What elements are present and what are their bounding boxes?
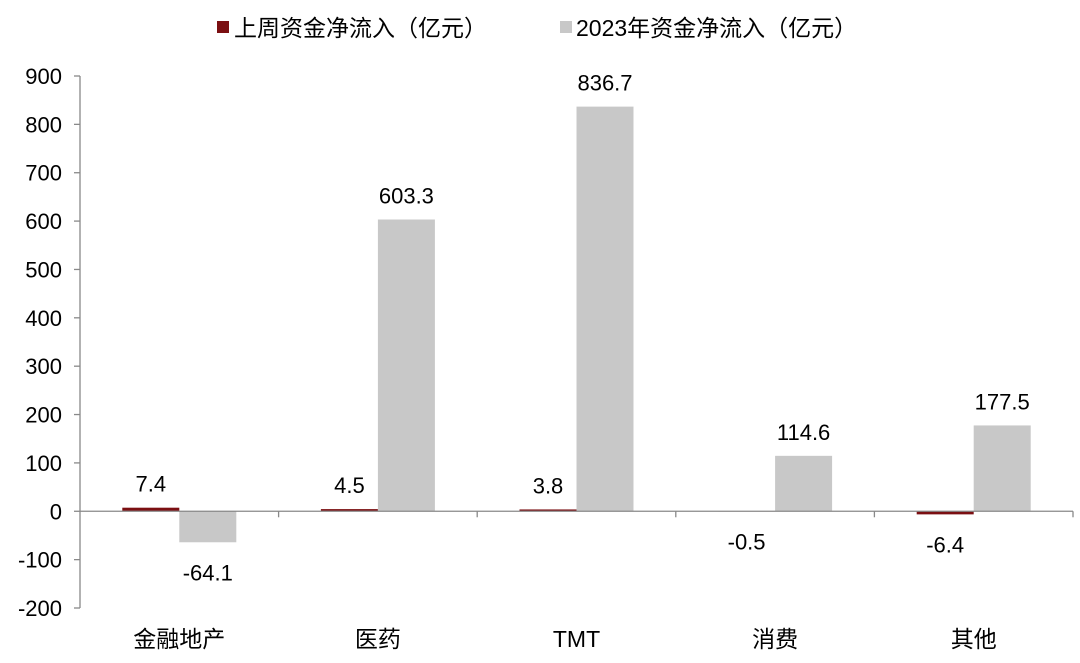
inflow-2023-value-label-3: 836.7 — [577, 71, 632, 96]
legend-item-2023: 2023年资金净流入（亿元） — [560, 15, 857, 41]
legend: 上周资金净流入（亿元） 2023年资金净流入（亿元） — [217, 15, 857, 41]
legend-swatch-2023 — [560, 21, 572, 33]
y-tick-label: 200 — [25, 403, 62, 428]
x-axis: 金融地产 医药 TMT 消费 其他 — [80, 510, 1074, 652]
last-week-inflow-value-label-3: 3.8 — [533, 473, 564, 498]
y-tick-label: 600 — [25, 209, 62, 234]
inflow-2023-bar-1 — [179, 511, 237, 543]
y-tick-label: 0 — [50, 499, 62, 524]
last-week-inflow-bar-5 — [916, 511, 974, 515]
legend-item-last-week: 上周资金净流入（亿元） — [217, 15, 487, 41]
inflow-2023-bar-3 — [576, 106, 634, 512]
last-week-inflow-value-label-1: 7.4 — [136, 472, 167, 497]
inflow-2023-value-label-2: 603.3 — [379, 183, 434, 208]
inflow-2023-bar-2 — [377, 219, 435, 512]
last-week-inflow-bar-1 — [122, 507, 180, 512]
inflow-2023-value-label-5: 177.5 — [975, 389, 1030, 414]
y-tick-label: -200 — [18, 596, 62, 621]
last-week-inflow-bar-3 — [519, 509, 577, 512]
category-label: TMT — [553, 626, 600, 652]
last-week-inflow-bar-2 — [320, 509, 378, 512]
y-tick-label: 300 — [25, 354, 62, 379]
last-week-inflow-value-label-2: 4.5 — [334, 473, 365, 498]
legend-swatch-last-week — [217, 21, 229, 33]
y-axis: -200 -100 0 100 200 300 400 500 600 700 800 900 — [18, 64, 81, 621]
data-labels: 7.4 4.5 3.8 -0.5 -6.4 -64.1 603.3 836.7 114.6 177… — [136, 71, 1030, 586]
category-label: 金融地产 — [133, 626, 225, 652]
bars — [122, 106, 1031, 543]
inflow-2023-value-label-4: 114.6 — [777, 420, 830, 445]
category-label: 其他 — [951, 626, 997, 652]
inflow-2023-value-label-1: -64.1 — [183, 560, 233, 585]
last-week-inflow-value-label-5: -6.4 — [926, 532, 964, 557]
y-tick-label: 800 — [25, 112, 62, 137]
inflow-2023-bar-4 — [775, 455, 833, 512]
y-tick-label: 400 — [25, 306, 62, 331]
legend-label-2023: 2023年资金净流入（亿元） — [576, 15, 857, 41]
last-week-inflow-value-label-4: -0.5 — [728, 530, 766, 555]
category-label: 医药 — [355, 626, 401, 652]
y-tick-label: 100 — [25, 451, 62, 476]
inflow-2023-bar-5 — [973, 425, 1031, 512]
category-label: 消费 — [752, 626, 798, 652]
y-tick-label: -100 — [18, 548, 62, 573]
y-tick-label: 500 — [25, 257, 62, 282]
legend-label-last-week: 上周资金净流入（亿元） — [234, 15, 487, 41]
y-tick-label: 900 — [25, 64, 62, 89]
y-tick-label: 700 — [25, 161, 62, 186]
